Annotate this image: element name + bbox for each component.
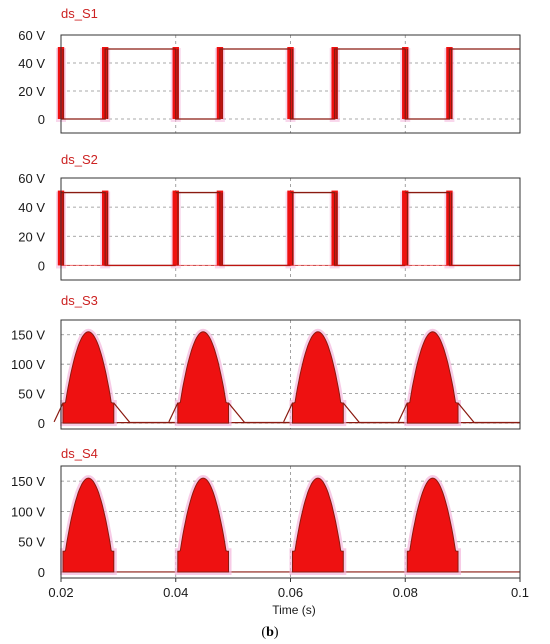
pulse-tail (228, 402, 291, 424)
half-sine-pulse (291, 477, 344, 573)
square-wave (61, 191, 520, 267)
y-tick-label: 0 (38, 112, 45, 127)
chart-panel-4: ds_S4 0 50 V 100 V 150 V 0.02 0.04 0.06 0.08 0.1 T… (11, 446, 529, 617)
y-tick-label: 50 V (18, 535, 45, 550)
y-tick-label: 40 V (18, 200, 45, 215)
x-tick-label: 0.06 (278, 585, 303, 600)
y-tick-label: 20 V (18, 84, 45, 99)
switching-edge (402, 190, 409, 266)
half-sine-pulse (406, 331, 459, 424)
figure-caption: (b) (261, 625, 278, 640)
series-waveform (59, 475, 520, 575)
chart-panel-2: ds_S2 0 20 V 40 V 60 V (18, 152, 521, 281)
y-tick-label: 60 V (18, 28, 45, 43)
y-tick-label: 150 V (11, 474, 45, 489)
y-tick-label: 100 V (11, 357, 45, 372)
x-tick-label: 0.08 (393, 585, 418, 600)
square-wave (61, 48, 520, 120)
panel-title: ds_S3 (61, 293, 98, 308)
half-sine-pulse (62, 331, 115, 424)
y-tick-label: 20 V (18, 229, 45, 244)
pulse-tail (457, 402, 520, 424)
panel-title: ds_S2 (61, 152, 98, 167)
y-tick-label: 40 V (18, 56, 45, 71)
y-tick-label: 60 V (18, 171, 45, 186)
x-tick-label: 0.04 (163, 585, 188, 600)
pulse-lead (53, 402, 64, 423)
plot-frame (60, 177, 521, 281)
switching-edge (287, 190, 294, 266)
x-axis-label: Time (s) (272, 603, 316, 617)
plot-frame (60, 34, 521, 134)
plot-frame (60, 319, 521, 430)
half-sine-pulse (406, 477, 459, 573)
series-waveform (56, 190, 520, 269)
x-tick-label: 0.1 (511, 585, 529, 600)
half-sine-pulse (291, 331, 344, 424)
series-waveform (53, 328, 520, 427)
pulse-lead (168, 402, 179, 423)
y-tick-label: 100 V (11, 504, 45, 519)
y-tick-label: 50 V (18, 387, 45, 402)
pulse-tail (342, 402, 406, 424)
panel-title: ds_S4 (61, 446, 98, 461)
pulse-lead (397, 402, 408, 423)
series-waveform (56, 47, 520, 122)
chart-panel-1: ds_S1 0 20 V 40 V 60 V (18, 6, 521, 134)
y-tick-label: 150 V (11, 328, 45, 343)
half-sine-pulse (62, 477, 115, 573)
x-tick-label: 0.02 (48, 585, 73, 600)
switching-edge (172, 190, 179, 266)
half-sine-pulse (177, 477, 230, 573)
half-sine-pulse (177, 331, 230, 424)
y-tick-label: 0 (38, 416, 45, 431)
y-tick-label: 0 (38, 565, 45, 580)
chart-panel-3: ds_S3 0 50 V 100 V 150 V (11, 293, 521, 431)
panel-title: ds_S1 (61, 6, 98, 21)
y-tick-label: 0 (38, 258, 45, 273)
pulse-lead (283, 402, 294, 423)
pulse-tail (113, 402, 176, 424)
